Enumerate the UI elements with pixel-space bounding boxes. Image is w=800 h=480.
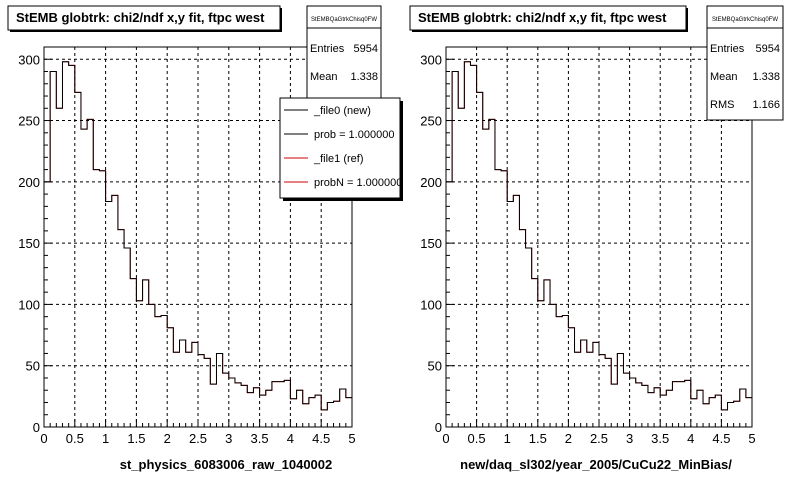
y-axis-ticks: [44, 46, 52, 428]
chart-title: StEMB globtrk: chi2/ndf x,y fit, ftpc we…: [418, 10, 667, 25]
x-tick-label: 0.5: [66, 431, 84, 446]
y-tick-label: 150: [420, 236, 442, 251]
legend-label: prob = 1.000000: [314, 129, 394, 141]
grid: [446, 47, 752, 427]
chart-1: 0 0.5 1 1.5 2 2.5 3 3.5 4 4.5 5050100150200250300s…: [7, 5, 403, 472]
histogram-series: [43, 61, 352, 427]
x-axis-ticks: [445, 419, 753, 427]
x-tick-label: 0: [442, 431, 449, 446]
y-tick-label: 200: [420, 175, 442, 190]
x-tick-label: 0.5: [468, 431, 486, 446]
x-tick-label: 3.5: [251, 431, 269, 446]
x-tick-label: 2: [565, 431, 572, 446]
x-tick-label: 3.5: [651, 431, 669, 446]
stats-value: 1.338: [350, 71, 378, 83]
x-tick-label: 5: [348, 431, 355, 446]
stats-box: [706, 5, 784, 121]
x-tick-label: 2: [164, 431, 171, 446]
x-tick-label: 2.5: [189, 431, 207, 446]
histogram-series: [445, 61, 752, 427]
x-tick-label: 1.5: [529, 431, 547, 446]
chart-title: StEMB globtrk: chi2/ndf x,y fit, ftpc we…: [16, 10, 265, 25]
title-box: [409, 5, 687, 31]
y-tick-label: 300: [18, 52, 40, 67]
stats-value: 5954: [756, 43, 780, 55]
x-tick-label: 4: [287, 431, 294, 446]
y-tick-label: 200: [18, 175, 40, 190]
x-tick-label: 0: [40, 431, 47, 446]
x-tick-label: 1: [102, 431, 109, 446]
stats-label: Mean: [710, 71, 738, 83]
y-tick-label: 300: [420, 52, 442, 67]
x-axis-ticks: [43, 419, 353, 427]
stats-name: StEMBQaGtrkChisq0FW: [712, 17, 778, 23]
x-tick-label: 1.5: [127, 431, 145, 446]
x-tick-label: 4.5: [312, 431, 330, 446]
y-axis-ticks: [446, 46, 454, 428]
y-tick-label: 0: [33, 420, 40, 435]
stats-value: 1.166: [752, 99, 780, 111]
y-tick-label: 50: [428, 359, 442, 374]
y-tick-label: 50: [26, 359, 40, 374]
y-tick-label: 0: [435, 420, 442, 435]
footer-text: [2, 468, 152, 480]
x-tick-label: 4.5: [712, 431, 730, 446]
y-tick-label: 100: [18, 297, 40, 312]
y-tick-label: 250: [18, 114, 40, 129]
legend-label: _file0 (new): [313, 105, 371, 117]
x-tick-label: 1: [504, 431, 511, 446]
y-tick-label: 250: [420, 114, 442, 129]
stats-label: Mean: [310, 71, 338, 83]
x-tick-label: 2.5: [590, 431, 608, 446]
stats-value: 5954: [354, 43, 378, 55]
y-tick-label: 100: [420, 297, 442, 312]
stats-box: [306, 5, 382, 107]
plot-area: [446, 47, 752, 427]
x-axis-title: st_physics_6083006_raw_1040002: [120, 457, 333, 472]
legend-label: _file1 (ref): [313, 153, 364, 165]
legend-box: [279, 97, 401, 199]
chart-2: 0 0.5 1 1.5 2 2.5 3 3.5 4 4.5 5050100150200250300n…: [409, 5, 784, 472]
title-box: [7, 5, 281, 31]
x-tick-label: 3: [626, 431, 633, 446]
x-axis-title: new/daq_sl302/year_2005/CuCu22_MinBias/: [460, 457, 732, 472]
x-tick-label: 5: [748, 431, 755, 446]
stats-label: Entries: [310, 43, 345, 55]
y-tick-label: 150: [18, 236, 40, 251]
legend-label: probN = 1.000000: [314, 177, 402, 189]
stats-label: RMS: [710, 99, 734, 111]
stats-name: StEMBQaGtrkChisq0FW: [311, 17, 377, 23]
x-tick-label: 4: [687, 431, 694, 446]
stats-value: 1.338: [752, 71, 780, 83]
x-tick-label: 3: [225, 431, 232, 446]
stats-label: Entries: [710, 43, 745, 55]
